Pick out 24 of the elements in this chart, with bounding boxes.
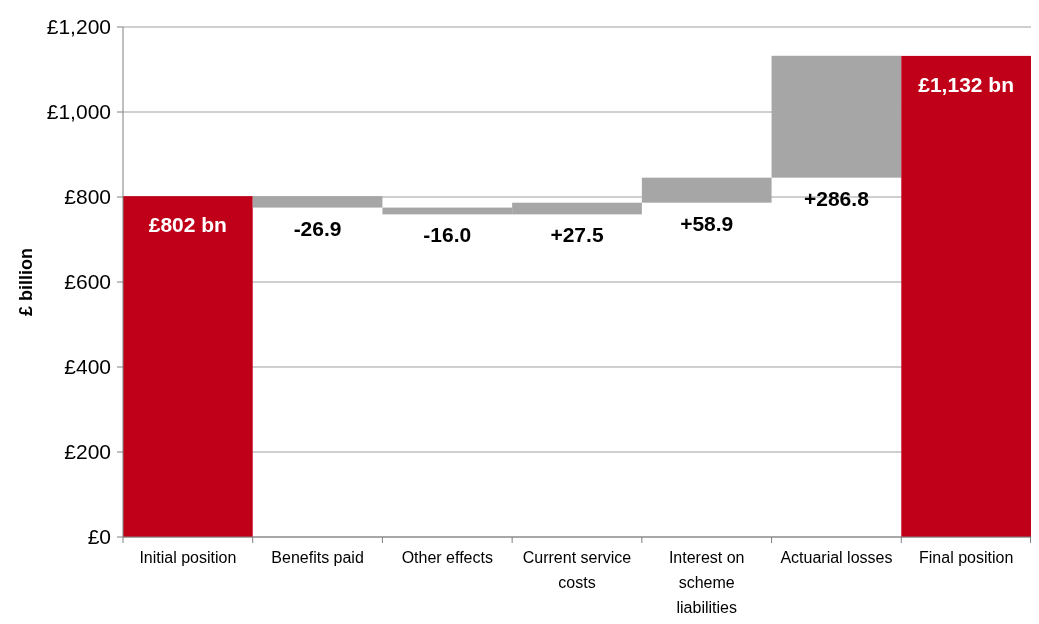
data-label: £1,132 bn (918, 72, 1015, 96)
data-label: +58.9 (680, 211, 734, 235)
data-label: -16.0 (423, 223, 472, 247)
bar (901, 55, 1031, 537)
data-label: £802 bn (148, 213, 227, 237)
y-tick-label: £0 (87, 525, 111, 549)
y-tick-label: £600 (64, 270, 111, 294)
x-tick-label: Other effects (401, 549, 493, 566)
data-label: +286.8 (804, 186, 870, 210)
data-label: +27.5 (550, 223, 604, 247)
x-tick-label: Current service costs (522, 549, 632, 591)
bar (123, 196, 253, 537)
y-tick-label: £400 (64, 355, 111, 379)
y-tick-label: £1,200 (46, 15, 111, 39)
y-tick-label: £1,000 (46, 100, 111, 124)
x-tick-label: Interest on scheme liabilities (668, 549, 745, 616)
x-tick-label: Actuarial losses (780, 549, 893, 566)
x-tick-label: Final position (919, 549, 1014, 566)
y-tick-label: £200 (64, 440, 111, 464)
x-tick-label: Benefits paid (271, 549, 364, 566)
data-label: -26.9 (293, 216, 342, 240)
x-tick-label: Initial position (139, 549, 237, 566)
y-axis-title: £ billion (16, 247, 36, 317)
y-tick-label: £800 (64, 185, 111, 209)
